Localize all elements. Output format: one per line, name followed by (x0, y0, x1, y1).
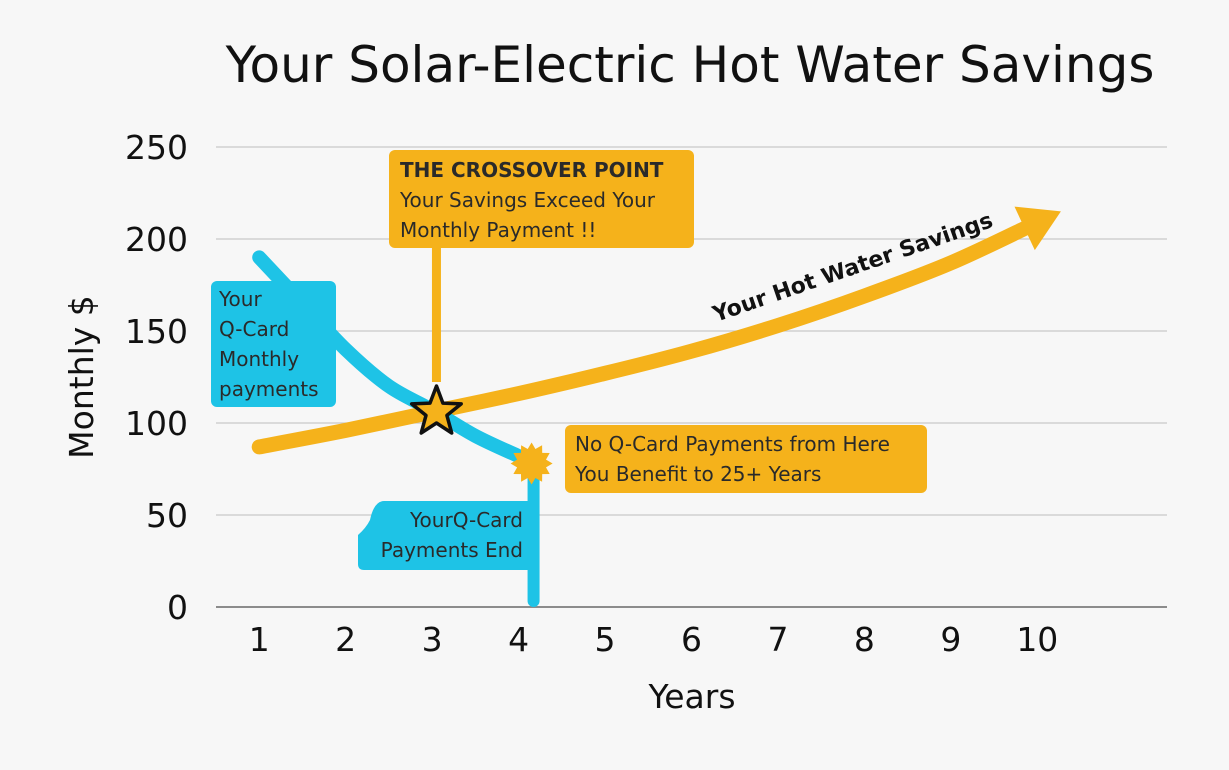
payments-end-burst-marker (510, 442, 553, 485)
qcard-callout-box (211, 281, 336, 407)
x-tick-label: 10 (1016, 620, 1058, 659)
x-tick-label: 5 (595, 620, 616, 659)
crossover-title: THE CROSSOVER POINT (400, 158, 664, 182)
series-savings-line (251, 217, 1040, 455)
y-tick-label: 250 (125, 128, 188, 167)
crossover-callout-box (389, 150, 694, 248)
qcard-line-4: payments (219, 377, 319, 401)
payments-end-callout-box (358, 501, 528, 570)
crossover-line-1: Your Savings Exceed Your (399, 188, 656, 212)
crossover-star-marker (409, 384, 463, 435)
benefit-line-2: You Benefit to 25+ Years (574, 462, 821, 486)
payments-end-line-2: Payments End (381, 538, 523, 562)
crossover-line-2: Monthly Payment !! (400, 218, 596, 242)
payments-end-line-1: YourQ-Card (409, 508, 523, 532)
x-tick-label: 3 (422, 620, 443, 659)
x-tick-label: 8 (854, 620, 875, 659)
qcard-line-2: Q-Card (219, 317, 289, 341)
y-tick-label: 200 (125, 220, 188, 259)
chart-title: Your Solar-Electric Hot Water Savings (225, 36, 1155, 94)
qcard-line-3: Monthly (219, 347, 299, 371)
x-tick-label: 7 (767, 620, 788, 659)
x-tick-label: 4 (508, 620, 529, 659)
series-savings-arrowhead (1014, 206, 1061, 251)
benefit-line-1: No Q-Card Payments from Here (575, 432, 890, 456)
x-ticks: 1 2 3 4 5 6 7 8 9 10 (249, 620, 1059, 659)
y-tick-label: 0 (167, 588, 188, 627)
y-tick-label: 100 (125, 404, 188, 443)
x-axis-label: Years (647, 677, 735, 716)
x-tick-label: 6 (681, 620, 702, 659)
x-tick-label: 2 (335, 620, 356, 659)
y-ticks: 0 50 100 150 200 250 (125, 128, 188, 627)
x-tick-label: 9 (940, 620, 961, 659)
y-tick-label: 50 (146, 496, 188, 535)
y-axis-label: Monthly $ (62, 295, 101, 459)
x-tick-label: 1 (249, 620, 270, 659)
qcard-line-1: Your (218, 287, 262, 311)
y-tick-label: 150 (125, 312, 188, 351)
benefit-callout-box (565, 425, 927, 493)
